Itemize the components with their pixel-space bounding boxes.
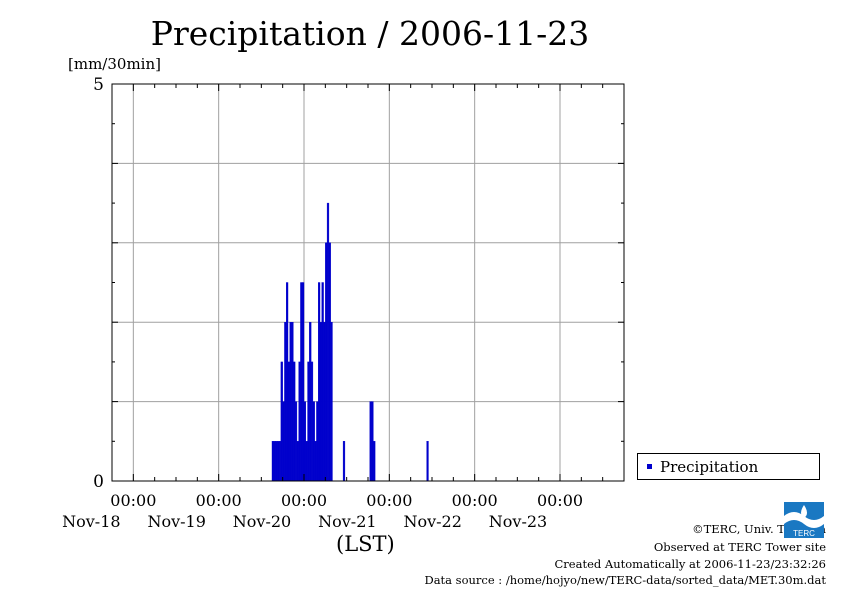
x-tick-label-time: 00:00: [452, 491, 498, 510]
bar: [373, 441, 376, 482]
legend: Precipitation: [637, 453, 820, 480]
bar: [280, 361, 283, 482]
bar: [296, 441, 299, 482]
bar: [326, 202, 330, 482]
x-tick-label-date: Nov-22: [403, 512, 461, 531]
x-tick-label-date: Nov-18: [62, 512, 120, 531]
bar: [342, 441, 346, 482]
bar: [369, 401, 372, 482]
grid: [112, 84, 624, 481]
y-axis-unit-label: [mm/30min]: [68, 55, 161, 73]
plot-frame: [111, 83, 625, 482]
x-tick-label-time: 00:00: [281, 491, 327, 510]
legend-label: Precipitation: [660, 458, 759, 476]
x-tick-label-date: Nov-23: [489, 512, 547, 531]
bar: [305, 441, 308, 482]
bar: [298, 361, 301, 482]
bar: [282, 401, 285, 482]
bar: [277, 441, 280, 482]
logo-text: TERC: [793, 529, 815, 538]
legend-swatch: [647, 464, 652, 469]
x-tick-label-date: Nov-19: [147, 512, 205, 531]
terc-logo: TERC: [784, 502, 824, 538]
x-tick-label-time: 00:00: [196, 491, 242, 510]
bar: [310, 361, 314, 482]
bar: [275, 441, 278, 482]
bar: [278, 441, 282, 482]
x-tick-label-date: Nov-21: [318, 512, 376, 531]
bar: [287, 361, 290, 482]
axis-tick-labels: 0 5 00:00 Nov-18 00:00 Nov-19 00:00 Nov-20 00:00…: [62, 75, 583, 531]
bar: [302, 282, 305, 482]
y-tick-label: 0: [93, 472, 104, 492]
bar: [286, 282, 289, 482]
bar: [323, 322, 326, 482]
bar: [318, 282, 321, 482]
bar: [293, 361, 296, 482]
bar: [273, 441, 276, 482]
bar: [284, 322, 287, 482]
x-tick-label-time: 00:00: [537, 491, 583, 510]
bar: [289, 322, 292, 482]
bar: [271, 441, 274, 482]
footer-observed: Observed at TERC Tower site: [653, 540, 826, 554]
chart-title: Precipitation / 2006-11-23: [150, 14, 590, 53]
x-tick-label-date: Nov-20: [233, 512, 291, 531]
bar: [312, 401, 315, 482]
footer-created: Created Automatically at 2006-11-23/23:3…: [554, 557, 827, 571]
bar: [307, 361, 310, 482]
axis-ticks: [111, 83, 625, 482]
bar: [328, 242, 331, 482]
bar: [314, 441, 317, 482]
y-tick-label: 5: [93, 75, 104, 95]
bar: [303, 401, 306, 482]
x-tick-label-time: 00:00: [110, 491, 156, 510]
bar: [316, 401, 319, 482]
footer-source: Data source : /home/hojyo/new/TERC-data/…: [424, 573, 826, 587]
x-tick-label-time: 00:00: [366, 491, 412, 510]
bar-series-precipitation: [271, 202, 429, 482]
bar: [291, 322, 294, 482]
bar: [319, 322, 322, 482]
bar: [309, 322, 312, 482]
bar: [294, 401, 298, 482]
bar: [300, 282, 303, 482]
bar: [371, 401, 374, 482]
bar: [426, 441, 429, 482]
bar: [321, 282, 324, 482]
bar: [325, 242, 328, 482]
x-axis-caption: (LST): [336, 532, 395, 556]
bar: [330, 322, 333, 482]
